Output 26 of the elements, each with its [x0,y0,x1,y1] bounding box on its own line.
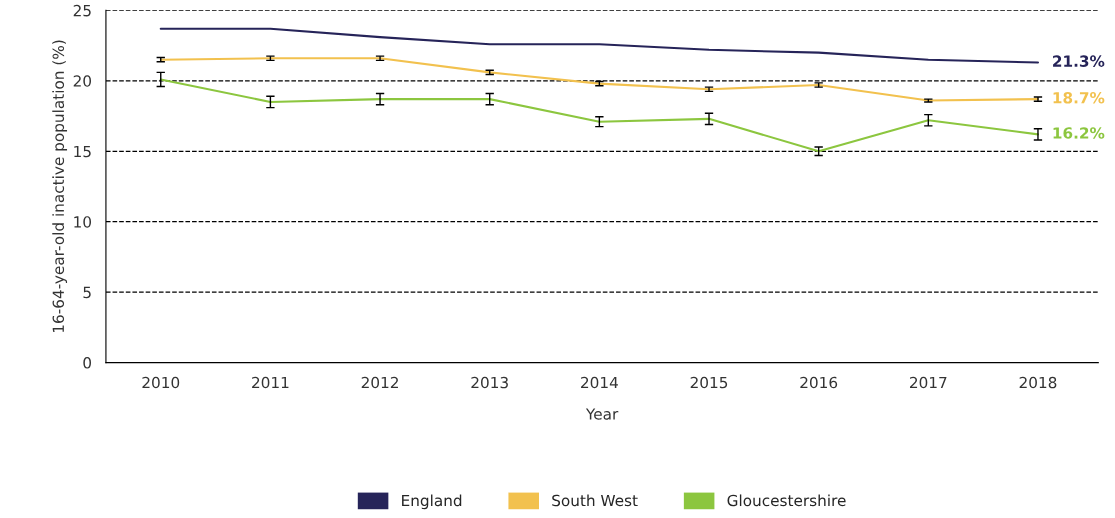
line-series [159,57,1040,102]
line-series [159,78,1040,153]
line-series [159,27,1040,64]
x-tick-label: 2011 [252,376,289,389]
x-tick-label: 2010 [142,376,180,389]
x-tick-label: 2014 [581,376,618,389]
y-tick-label: 20 [73,75,92,87]
data-label: 21.3% [1053,55,1105,67]
legend-label: England [402,494,462,510]
data-label: 18.7% [1053,92,1105,104]
legend-label: Gloucestershire [727,494,846,507]
data-label: 16.2% [1053,127,1105,139]
x-tick-label: 2016 [800,376,838,389]
y-tick-label: 15 [74,145,91,158]
y-tick-label: 5 [83,286,91,299]
x-tick-label: 2012 [361,376,398,389]
y-tick-label: 0 [83,357,92,369]
y-tick-label: 10 [74,216,92,228]
x-axis-title: Year [585,408,619,420]
legend-label: South West [552,494,638,507]
y-axis-title: 16-64-year-old inactive population (%) [52,40,68,333]
x-tick-label: 2017 [909,376,947,389]
x-tick-label: 2015 [690,376,728,389]
y-tick-label: 25 [73,4,91,17]
x-tick-label: 2013 [471,376,508,389]
x-tick-label: 2018 [1019,376,1057,389]
